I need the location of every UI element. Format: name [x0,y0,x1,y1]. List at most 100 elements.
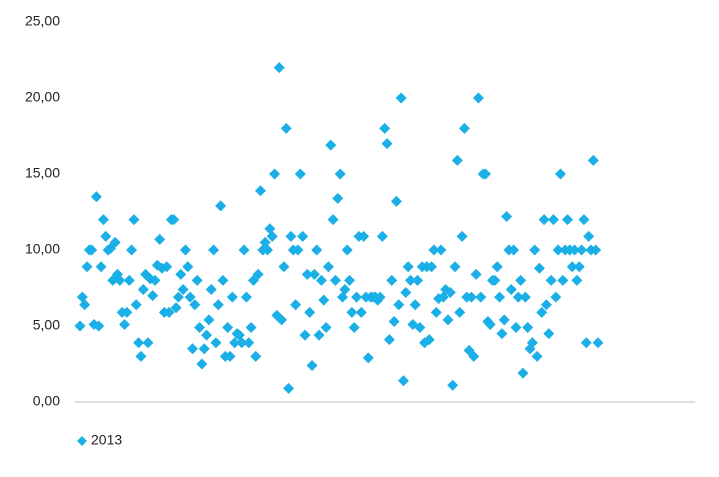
point [512,291,524,303]
point [569,244,581,256]
point [428,244,440,256]
y-tick-label: 10,00 [25,241,60,257]
point [184,291,196,303]
point [252,268,264,280]
point [376,230,388,242]
point [475,291,487,303]
point [299,329,311,341]
point [196,358,208,370]
point [576,244,588,256]
point [273,62,285,74]
point [126,244,138,256]
point [423,334,435,346]
point [142,337,154,349]
point [100,230,112,242]
point [203,314,215,326]
point [519,291,531,303]
point [325,139,337,151]
point [182,261,194,273]
point [573,261,585,273]
point [177,284,189,296]
point [484,318,496,330]
point [154,233,166,245]
point [355,306,367,318]
point [90,191,102,203]
point [308,268,320,280]
point [351,291,363,303]
point [393,299,405,311]
point [179,244,191,256]
point [388,315,400,327]
point [269,168,281,180]
point [313,329,325,341]
point [205,284,217,296]
point [552,244,564,256]
point [536,306,548,318]
point [161,261,173,273]
point [489,274,501,286]
point [550,291,562,303]
point [278,261,290,273]
point [540,299,552,311]
point [491,261,503,273]
point [332,192,344,204]
point [529,244,541,256]
point [130,299,142,311]
point [545,274,557,286]
point [170,302,182,314]
point [566,261,578,273]
point [515,274,527,286]
point [501,211,513,223]
point [163,306,175,318]
point [74,320,86,332]
point [414,322,426,334]
point [189,299,201,311]
point [580,337,592,349]
point [93,320,105,332]
point [266,230,278,242]
point [262,244,274,256]
point [315,274,327,286]
point [557,274,569,286]
point [334,168,346,180]
point [215,200,227,212]
point [590,244,602,256]
point [517,367,529,379]
point [508,244,520,256]
point [311,244,323,256]
point [254,185,266,197]
point [172,291,184,303]
point [571,274,583,286]
point [208,244,220,256]
point [494,291,506,303]
point [348,322,360,334]
point [283,382,295,394]
point [526,337,538,349]
point [81,261,93,273]
point [383,334,395,346]
point [236,337,248,349]
point [386,274,398,286]
point [147,290,159,302]
point [531,350,543,362]
point [409,299,421,311]
point [128,214,140,226]
point [123,274,135,286]
point [344,274,356,286]
point [285,230,297,242]
point [402,261,414,273]
y-tick-label: 5,00 [33,317,60,333]
point [583,230,595,242]
point [395,92,407,104]
point [198,343,210,355]
point [533,262,545,274]
point [510,322,522,334]
point [250,350,262,362]
point [135,350,147,362]
point [404,274,416,286]
point [562,214,574,226]
point [451,154,463,166]
point [447,379,459,391]
point [435,244,447,256]
